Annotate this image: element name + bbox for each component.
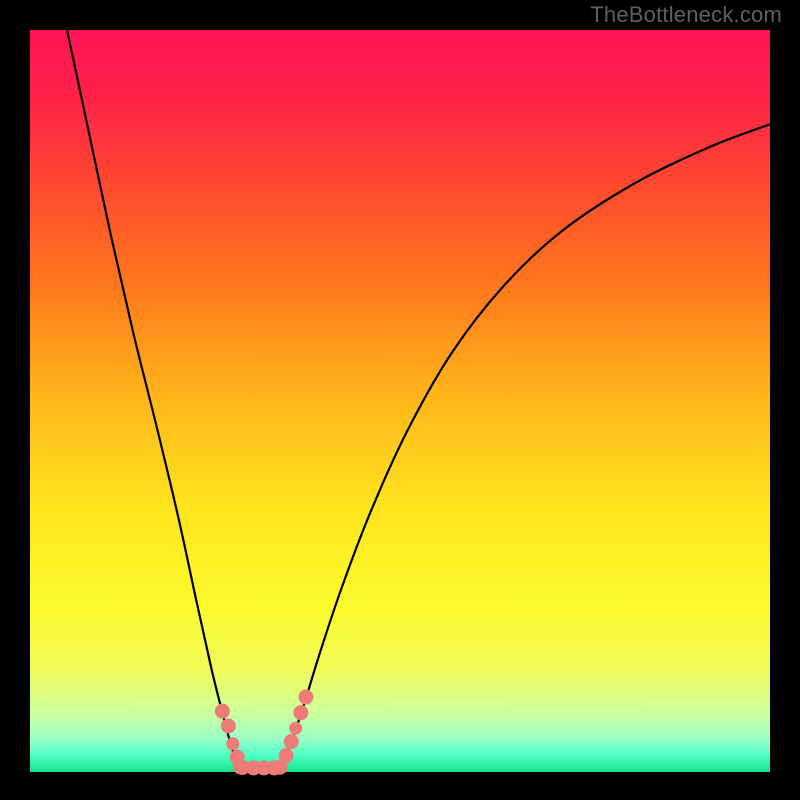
watermark-text: TheBottleneck.com: [590, 2, 782, 28]
gradient-background: [30, 30, 770, 772]
chart-frame: TheBottleneck.com: [0, 0, 800, 800]
